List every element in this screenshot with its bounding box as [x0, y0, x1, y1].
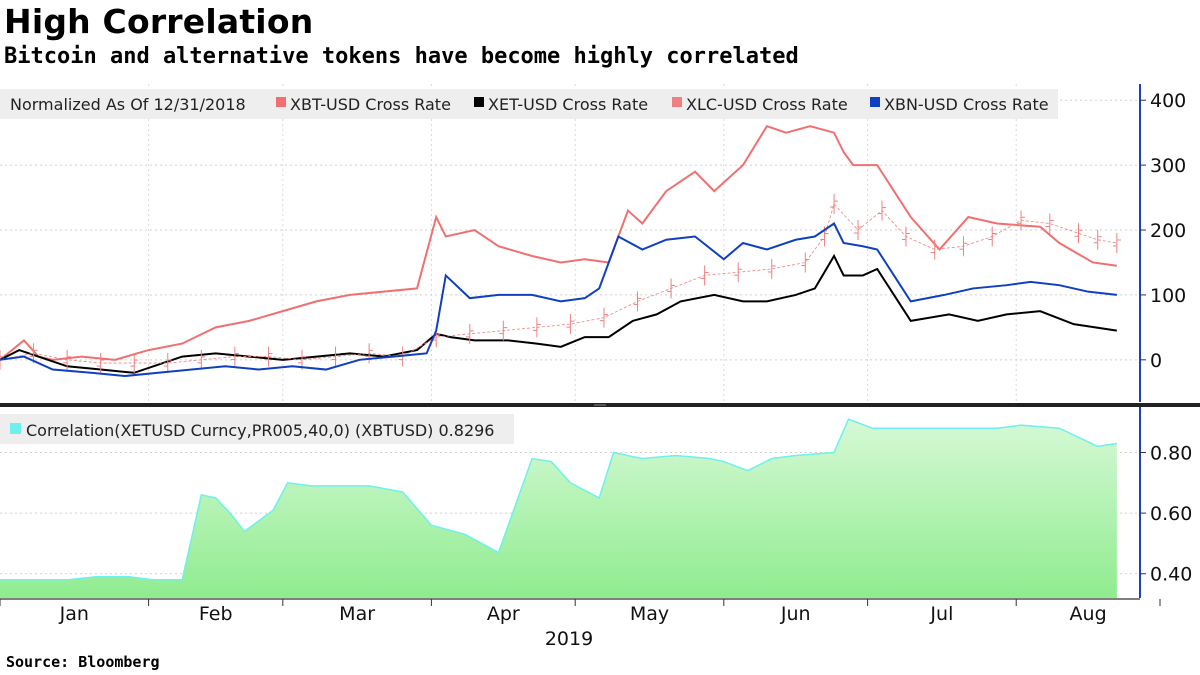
legend-label: XBT-USD Cross Rate	[290, 95, 451, 114]
y-tick-label-bottom: 0.40	[1150, 564, 1192, 586]
x-tick-label: Apr	[487, 603, 520, 625]
series-line-2	[0, 203, 1117, 364]
x-tick-label: Jan	[59, 603, 89, 625]
series-line-1	[0, 253, 1118, 374]
legend-swatch	[870, 97, 880, 107]
y-tick-label-top: 100	[1150, 285, 1186, 307]
series-line-0	[0, 124, 1117, 361]
x-tick-label: May	[630, 603, 669, 625]
y-tick-label-top: 300	[1150, 155, 1186, 177]
corr-line	[0, 418, 1117, 581]
y-tick-label-top: 200	[1150, 220, 1186, 242]
x-axis-label: 2019	[545, 628, 593, 650]
source-note: Source: Bloomberg	[6, 653, 160, 671]
legend-label-bottom: Correlation(XETUSD Curncy,PR005,40,0) (X…	[26, 421, 494, 440]
legend-swatch	[474, 97, 484, 107]
chart-subtitle: Bitcoin and alternative tokens have beco…	[4, 44, 799, 69]
legend-swatch	[276, 97, 286, 107]
series-2	[0, 194, 1121, 374]
legend-label: XBN-USD Cross Rate	[884, 95, 1049, 114]
x-tick-label: Mar	[339, 603, 375, 625]
x-tick-label: Feb	[199, 603, 233, 625]
x-tick-label: Jun	[780, 603, 811, 625]
y-tick-label-bottom: 0.80	[1150, 442, 1192, 464]
y-tick-label-top: 400	[1150, 90, 1186, 112]
chart-title: High Correlation	[4, 2, 314, 41]
y-tick-label-bottom: 0.60	[1150, 503, 1192, 525]
legend-bottom-bg	[0, 414, 514, 444]
y-tick-label-top: 0	[1150, 350, 1162, 372]
legend-top-bg	[0, 89, 1058, 119]
x-tick-label: Jul	[929, 603, 953, 625]
corr-area	[0, 419, 1117, 598]
legend-top: Normalized As Of 12/31/2018 XBT-USD Cross…	[0, 89, 1058, 119]
series-line-3	[0, 222, 1117, 378]
x-tick-label: Aug	[1070, 603, 1107, 625]
legend-label: XLC-USD Cross Rate	[686, 95, 848, 114]
legend-title-top: Normalized As Of 12/31/2018	[10, 95, 246, 114]
legend-label: XET-USD Cross Rate	[488, 95, 648, 114]
legend-bottom: Correlation(XETUSD Curncy,PR005,40,0) (X…	[0, 414, 514, 444]
legend-swatch	[672, 97, 682, 107]
legend-swatch-bottom	[10, 423, 21, 434]
